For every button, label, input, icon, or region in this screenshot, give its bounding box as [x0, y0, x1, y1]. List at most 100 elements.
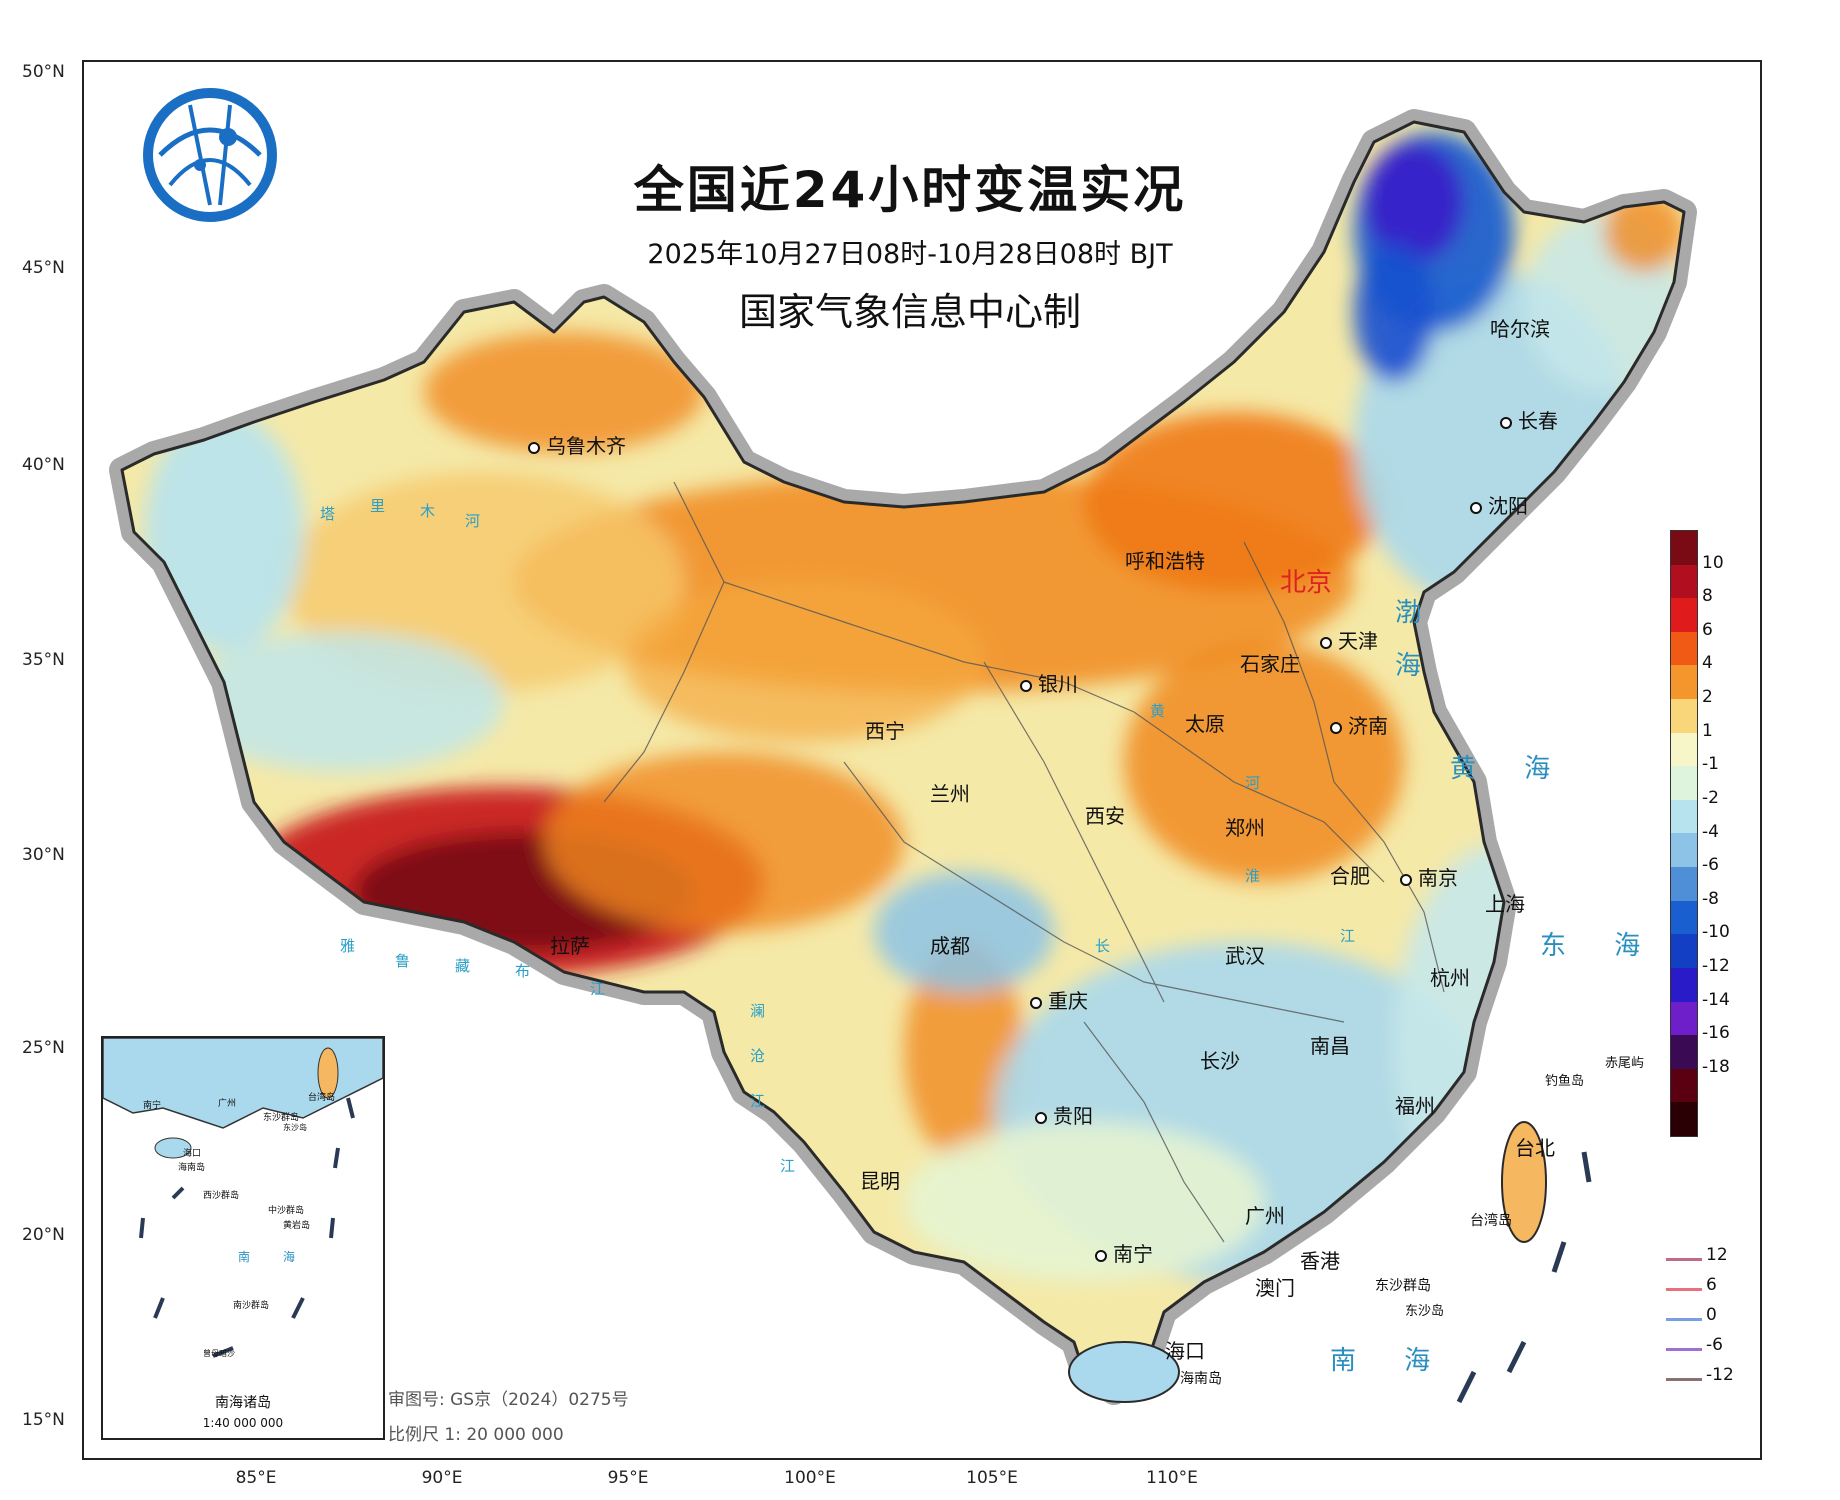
city-label: 乌鲁木齐	[528, 430, 626, 459]
island-label: 东沙岛	[1405, 1304, 1445, 1319]
inset-label: 曾母暗沙	[203, 1349, 235, 1358]
cma-logo-icon	[143, 88, 277, 222]
colorbar-tick-label: -2	[1702, 787, 1719, 808]
map-scale: 比例尺 1: 20 000 000	[388, 1425, 564, 1445]
island-label: 钓鱼岛	[1545, 1074, 1585, 1089]
river-label: 鲁	[395, 952, 411, 970]
lon-label: 90°E	[421, 1468, 463, 1488]
title-block: 全国近24小时变温实况 2025年10月27日08时-10月28日08时 BJT…	[560, 150, 1260, 336]
city-label-capital: 北京	[1280, 568, 1333, 598]
colorbar-segment	[1671, 799, 1697, 834]
colorbar-segment	[1671, 531, 1697, 565]
lat-label: 30°N	[22, 845, 65, 865]
city-label: 贵阳	[1035, 1100, 1093, 1129]
sea-label: 渤	[1395, 598, 1442, 628]
colorbar-segment	[1671, 934, 1697, 968]
colorbar-segment	[1671, 598, 1697, 632]
inset-map	[103, 1038, 383, 1358]
city-label: 台北	[1515, 1136, 1555, 1160]
city-label: 太原	[1185, 712, 1225, 736]
inset-scale: 1:40 000 000	[202, 1416, 284, 1430]
river-label: 淮	[1245, 867, 1261, 885]
city-label: 南京	[1400, 862, 1458, 891]
contour-line-swatch	[1666, 1318, 1702, 1321]
lon-label: 100°E	[784, 1468, 836, 1488]
colorbar-tick-label: -12	[1702, 955, 1730, 976]
map-title: 全国近24小时变温实况	[633, 161, 1187, 219]
colorbar-tick-label: -4	[1702, 821, 1719, 842]
river-label: 江	[780, 1157, 796, 1175]
city-label: 昆明	[860, 1169, 900, 1193]
colorbar-tick-label: -10	[1702, 922, 1730, 943]
lat-label: 20°N	[22, 1225, 65, 1245]
colorbar-segment	[1671, 1102, 1697, 1136]
colorbar-segment	[1671, 1035, 1697, 1069]
city-label: 兰州	[930, 782, 970, 806]
lon-label: 110°E	[1146, 1468, 1198, 1488]
river-label: 江	[590, 980, 606, 998]
inset-label: 东沙岛	[283, 1123, 307, 1132]
contour-line-label: -6	[1706, 1335, 1723, 1355]
city-label: 广州	[1245, 1204, 1285, 1228]
contour-line-label: 12	[1706, 1245, 1728, 1265]
colorbar-tick-label: 2	[1702, 687, 1713, 708]
colorbar-tick-label: -6	[1702, 855, 1719, 876]
city-label: 澳门	[1255, 1276, 1295, 1300]
map-organization: 国家气象信息中心制	[738, 290, 1081, 334]
lat-label: 40°N	[22, 455, 65, 475]
approval-number: 审图号: GS京（2024）0275号	[388, 1390, 629, 1410]
colorbar-tick-label: 8	[1702, 586, 1713, 607]
city-label: 成都	[930, 934, 970, 958]
city-label: 银川	[1020, 668, 1078, 697]
island-label: 东沙群岛	[1375, 1278, 1431, 1294]
city-label: 上海	[1485, 892, 1525, 916]
city-label: 西宁	[865, 719, 905, 743]
temperature-colorbar	[1670, 530, 1698, 1137]
colorbar-segment	[1671, 766, 1697, 800]
city-label: 杭州	[1430, 966, 1470, 990]
colorbar-segment	[1671, 1068, 1697, 1103]
sea-label: 黄 海	[1450, 754, 1571, 784]
lon-label: 85°E	[235, 1468, 277, 1488]
city-label: 呼和浩特	[1125, 549, 1205, 573]
river-label: 长	[1095, 937, 1111, 955]
lat-label: 50°N	[22, 62, 65, 82]
inset-label: 南宁	[143, 1101, 162, 1111]
sea-label: 南 海	[1330, 1346, 1451, 1376]
colorbar-segment	[1671, 900, 1697, 935]
city-label: 香港	[1300, 1249, 1340, 1273]
contour-line-label: 6	[1706, 1275, 1717, 1295]
lat-label: 35°N	[22, 650, 65, 670]
city-label: 长沙	[1200, 1049, 1240, 1073]
city-label: 拉萨	[550, 934, 590, 958]
river-label: 塔	[320, 505, 336, 523]
lon-label: 105°E	[966, 1468, 1018, 1488]
city-label: 南昌	[1310, 1034, 1350, 1058]
river-label: 河	[465, 512, 481, 530]
colorbar-segment	[1671, 833, 1697, 868]
island-label: 海南岛	[1180, 1371, 1222, 1387]
city-label: 海口	[1165, 1339, 1205, 1363]
city-label: 福州	[1395, 1094, 1435, 1118]
contour-line-label: -12	[1706, 1365, 1734, 1385]
lat-label: 15°N	[22, 1410, 65, 1430]
inset-sea-label: 南	[238, 1250, 251, 1264]
inset-label: 广州	[218, 1099, 237, 1109]
city-label: 天津	[1320, 625, 1378, 654]
river-label: 江	[1340, 927, 1356, 945]
lon-label: 95°E	[607, 1468, 649, 1488]
contour-line-swatch	[1666, 1348, 1702, 1351]
inset-label: 西沙群岛	[203, 1191, 240, 1201]
colorbar-segment	[1671, 665, 1697, 700]
colorbar-tick-label: 6	[1702, 619, 1713, 640]
inset-label: 东沙群岛	[263, 1113, 300, 1123]
colorbar-segment	[1671, 699, 1697, 733]
inset-label: 南沙群岛	[233, 1301, 270, 1311]
river-label: 沧	[750, 1047, 766, 1065]
city-label: 济南	[1330, 710, 1388, 739]
city-label: 石家庄	[1240, 652, 1300, 676]
river-label: 雅	[340, 937, 356, 955]
island-label: 台湾岛	[1470, 1213, 1512, 1229]
contour-line-swatch	[1666, 1288, 1702, 1291]
colorbar-tick-label: -16	[1702, 1023, 1730, 1044]
